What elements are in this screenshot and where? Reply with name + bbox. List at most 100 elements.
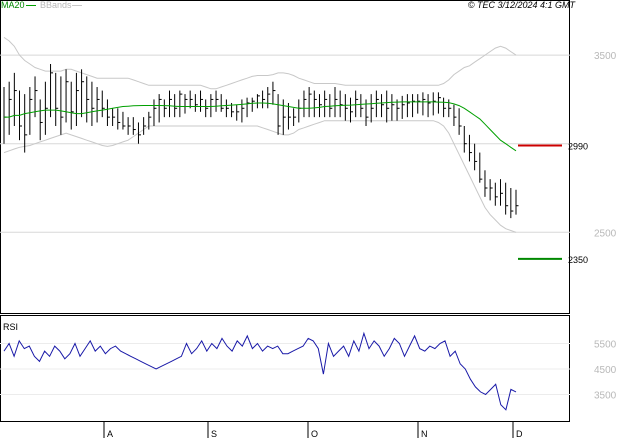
x-tick-label: A bbox=[107, 429, 113, 439]
ohlc-bar bbox=[277, 94, 281, 135]
ohlc-bar bbox=[91, 81, 95, 126]
ohlc-bar bbox=[13, 72, 17, 126]
rsi-title: RSI bbox=[3, 322, 18, 332]
ohlc-bar bbox=[163, 99, 167, 118]
ohlc-bar bbox=[494, 182, 498, 206]
x-tick-label: N bbox=[421, 429, 428, 439]
ohlc-bar bbox=[50, 64, 54, 118]
ohlc-bar bbox=[515, 189, 519, 215]
ma20-line bbox=[4, 101, 517, 152]
ohlc-bar bbox=[386, 90, 390, 123]
x-tick-label: D bbox=[516, 429, 523, 439]
ohlc-bar bbox=[24, 94, 28, 153]
ohlc-bar bbox=[370, 94, 374, 123]
x-tick-label: S bbox=[211, 429, 217, 439]
level-label: 2350 bbox=[568, 255, 588, 265]
bb-lower-line bbox=[3, 120, 517, 233]
level-label: 2990 bbox=[568, 141, 588, 151]
ohlc-bar bbox=[308, 87, 312, 118]
y-tick-labels: 3500 2500 5500 4500 3500 bbox=[594, 51, 617, 401]
ohlc-bar bbox=[329, 94, 333, 118]
ohlc-bar bbox=[137, 122, 141, 144]
ohlc-bar bbox=[251, 97, 255, 112]
price-tick-label: 3500 bbox=[594, 51, 617, 62]
ohlc-bar bbox=[417, 94, 421, 114]
legend-bb-label: BBands bbox=[40, 0, 72, 10]
ohlc-bar bbox=[474, 143, 478, 171]
ohlc-bar bbox=[179, 90, 183, 118]
ohlc-bar bbox=[75, 72, 79, 126]
ohlc-bar bbox=[412, 94, 416, 118]
ohlc-bar bbox=[458, 108, 462, 135]
ohlc-bar bbox=[106, 99, 110, 126]
ohlc-bar bbox=[422, 92, 426, 116]
ohlc-bar bbox=[44, 81, 48, 135]
ohlc-bar bbox=[3, 87, 7, 144]
ohlc-bar bbox=[272, 81, 276, 105]
ohlc-bar bbox=[468, 134, 472, 162]
ohlc-bar bbox=[293, 108, 297, 126]
ohlc-bar bbox=[499, 179, 503, 206]
ohlc-bar bbox=[256, 94, 260, 109]
ohlc-bar bbox=[215, 90, 219, 112]
ohlc-bar bbox=[200, 90, 204, 112]
price-panel-frame bbox=[0, 0, 570, 314]
ohlc-bar bbox=[153, 99, 157, 126]
ma20-path bbox=[4, 101, 517, 152]
ohlc-bar bbox=[148, 111, 152, 130]
rsi-path bbox=[3, 331, 517, 411]
ohlc-bar bbox=[122, 111, 126, 130]
ohlc-bar bbox=[350, 97, 354, 123]
ohlc-bar bbox=[70, 81, 74, 130]
ohlc-bar bbox=[210, 94, 214, 118]
ohlc-bar bbox=[298, 99, 302, 123]
ohlc-bar bbox=[282, 99, 286, 135]
ohlc-bar bbox=[324, 90, 328, 118]
ohlc-bar bbox=[479, 152, 483, 183]
ohlc-bar bbox=[96, 87, 100, 123]
ohlc-bar bbox=[34, 76, 38, 118]
ohlc-bar bbox=[443, 97, 447, 118]
ohlc-bar bbox=[241, 99, 245, 123]
ohlc-bar bbox=[432, 92, 436, 116]
ohlc-bars bbox=[3, 64, 519, 219]
ohlc-bar bbox=[344, 94, 348, 121]
ohlc-bar bbox=[339, 90, 343, 118]
ohlc-bar bbox=[510, 188, 514, 219]
ohlc-bar bbox=[375, 90, 379, 118]
ohlc-bar bbox=[158, 94, 162, 123]
rsi-tick-label: 4500 bbox=[594, 365, 617, 376]
ohlc-bar bbox=[360, 94, 364, 118]
ohlc-bar bbox=[220, 94, 224, 112]
ohlc-bar bbox=[132, 117, 136, 135]
ohlc-bar bbox=[225, 99, 229, 118]
ohlc-bar bbox=[29, 87, 33, 135]
ohlc-bar bbox=[184, 94, 188, 114]
ohlc-bar bbox=[117, 108, 121, 130]
ohlc-bar bbox=[427, 94, 431, 118]
ohlc-bar bbox=[303, 90, 307, 118]
legend-ma-label: MA20 bbox=[1, 0, 25, 10]
copyright-text: © TEC 3/12/2024 4:1 GMT bbox=[468, 0, 577, 10]
bollinger-bands bbox=[3, 36, 517, 233]
ohlc-bar bbox=[189, 90, 193, 109]
ohlc-bar bbox=[8, 81, 12, 135]
ohlc-bar bbox=[313, 90, 317, 118]
ohlc-bar bbox=[60, 76, 64, 135]
ohlc-bar bbox=[401, 95, 405, 119]
ohlc-bar bbox=[262, 90, 266, 109]
ohlc-bar bbox=[484, 170, 488, 197]
ohlc-bar bbox=[143, 117, 147, 135]
ohlc-bar bbox=[396, 99, 400, 121]
ohlc-bar bbox=[287, 102, 291, 130]
ohlc-bar bbox=[406, 94, 410, 118]
ohlc-bar bbox=[174, 94, 178, 118]
ohlc-bar bbox=[236, 104, 240, 121]
price-levels: 2990 2350 bbox=[518, 141, 588, 265]
ohlc-bar bbox=[127, 117, 131, 135]
ohlc-bar bbox=[39, 99, 43, 141]
ohlc-bar bbox=[194, 94, 198, 112]
ohlc-bar bbox=[81, 69, 85, 118]
